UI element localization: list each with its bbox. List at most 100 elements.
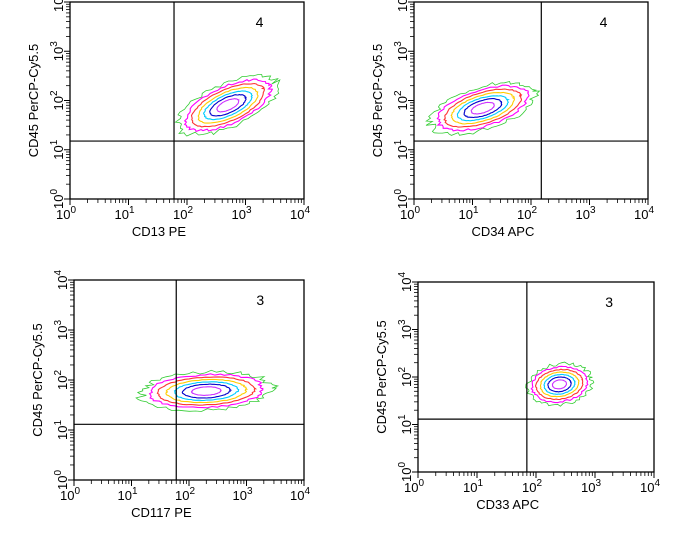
plot-frame <box>73 279 305 481</box>
x-tick-base: 10 <box>634 207 648 222</box>
y-tick-base: 10 <box>51 47 66 61</box>
contour-level-2 <box>436 84 530 132</box>
y-tick-label: 104 <box>393 0 410 12</box>
y-tick-label: 101 <box>49 139 66 159</box>
x-tick-exponent: 2 <box>189 486 195 497</box>
quadrant-label: 3 <box>605 294 613 310</box>
x-axis-label: CD34 APC <box>471 224 534 239</box>
y-tick-exponent: 0 <box>53 470 64 476</box>
y-axis-label: CD45 PerCP-Cy5.5 <box>26 44 41 157</box>
y-tick-base: 10 <box>51 145 66 159</box>
contour-level-6 <box>547 376 573 393</box>
contour-level-5 <box>203 90 253 121</box>
y-tick-base: 10 <box>399 468 414 482</box>
contour-level-3 <box>443 88 523 128</box>
x-tick-base: 10 <box>400 207 414 222</box>
x-tick-base: 10 <box>640 480 654 495</box>
y-tick-base: 10 <box>55 276 70 290</box>
x-tick-exponent: 4 <box>654 478 660 489</box>
y-tick-base: 10 <box>399 420 414 434</box>
panel-cd34: 4100101102103104100101102103104CD34 APCC… <box>370 0 654 239</box>
y-tick-label: 102 <box>393 90 410 110</box>
x-tick-base: 10 <box>463 480 477 495</box>
contour-level-6 <box>463 98 503 119</box>
y-tick-label: 102 <box>397 367 414 387</box>
contour-level-2 <box>148 373 264 409</box>
x-tick-exponent: 3 <box>247 486 253 497</box>
x-tick-exponent: 1 <box>477 478 483 489</box>
y-tick-exponent: 0 <box>49 189 60 195</box>
y-tick-exponent: 1 <box>397 414 408 420</box>
x-tick-base: 10 <box>173 207 187 222</box>
x-tick-exponent: 3 <box>246 205 252 216</box>
y-tick-exponent: 4 <box>397 272 408 278</box>
y-tick-label: 103 <box>397 319 414 339</box>
x-tick-base: 10 <box>404 480 418 495</box>
x-tick-label: 104 <box>634 205 654 222</box>
contour-group <box>525 361 595 407</box>
y-tick-exponent: 0 <box>397 462 408 468</box>
x-tick-base: 10 <box>175 488 189 503</box>
contour-level-1 <box>525 361 595 407</box>
x-tick-base: 10 <box>517 207 531 222</box>
y-tick-exponent: 2 <box>397 367 408 373</box>
y-tick-base: 10 <box>51 0 66 12</box>
x-tick-base: 10 <box>522 480 536 495</box>
x-tick-base: 10 <box>60 488 74 503</box>
x-tick-base: 10 <box>575 207 589 222</box>
x-tick-exponent: 4 <box>304 205 310 216</box>
y-tick-base: 10 <box>55 376 70 390</box>
contour-level-5 <box>543 373 577 395</box>
contour-group <box>174 74 281 137</box>
x-tick-label: 100 <box>400 205 420 222</box>
contour-level-4 <box>197 86 259 124</box>
y-tick-label: 101 <box>53 420 70 440</box>
contour-level-1 <box>135 369 280 412</box>
x-tick-exponent: 0 <box>74 486 80 497</box>
x-tick-exponent: 0 <box>414 205 420 216</box>
y-tick-base: 10 <box>395 195 410 209</box>
y-tick-base: 10 <box>55 426 70 440</box>
x-axis-label: CD13 PE <box>132 224 187 239</box>
x-tick-label: 101 <box>458 205 478 222</box>
x-tick-label: 103 <box>232 486 252 503</box>
contour-level-7 <box>551 379 567 390</box>
y-tick-base: 10 <box>395 0 410 12</box>
contour-level-6 <box>181 383 233 399</box>
y-tick-exponent: 1 <box>393 139 404 145</box>
y-tick-label: 104 <box>53 270 70 290</box>
x-axis-label: CD33 APC <box>476 497 539 512</box>
panel-cd13: 4100101102103104100101102103104CD13 PECD… <box>26 0 310 239</box>
x-tick-base: 10 <box>290 207 304 222</box>
y-tick-label: 100 <box>393 189 410 209</box>
y-axis-label: CD45 PerCP-Cy5.5 <box>374 320 389 433</box>
y-tick-base: 10 <box>55 476 70 490</box>
contour-level-3 <box>535 368 584 401</box>
x-tick-label: 103 <box>231 205 251 222</box>
x-tick-label: 101 <box>117 486 137 503</box>
y-tick-base: 10 <box>399 373 414 387</box>
plot-frame <box>69 1 305 200</box>
y-tick-exponent: 3 <box>393 41 404 47</box>
y-tick-exponent: 4 <box>53 270 64 276</box>
x-tick-label: 101 <box>114 205 134 222</box>
y-tick-exponent: 2 <box>49 90 60 96</box>
y-tick-label: 101 <box>397 414 414 434</box>
x-tick-exponent: 4 <box>304 486 310 497</box>
x-tick-base: 10 <box>232 488 246 503</box>
x-tick-base: 10 <box>114 207 128 222</box>
x-tick-base: 10 <box>290 488 304 503</box>
x-tick-label: 100 <box>404 478 424 495</box>
contour-group <box>135 369 280 412</box>
x-tick-exponent: 2 <box>531 205 537 216</box>
y-tick-exponent: 3 <box>53 320 64 326</box>
x-tick-label: 102 <box>522 478 542 495</box>
y-tick-exponent: 2 <box>53 370 64 376</box>
quadrant-label: 4 <box>256 14 264 30</box>
x-tick-base: 10 <box>581 480 595 495</box>
plot-frame <box>413 1 649 200</box>
x-tick-exponent: 0 <box>418 478 424 489</box>
y-tick-base: 10 <box>395 96 410 110</box>
